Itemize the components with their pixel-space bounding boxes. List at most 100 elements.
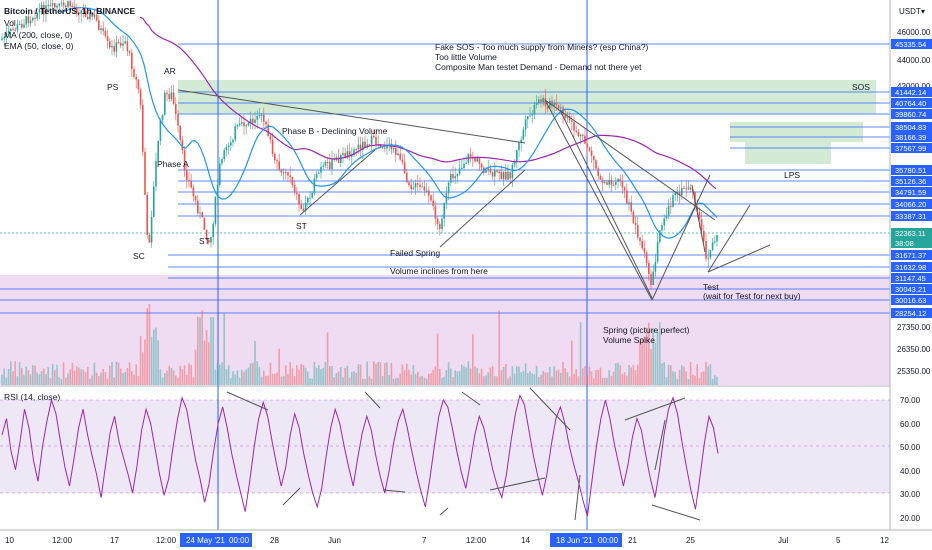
candle-body [456,173,459,177]
candle-body [117,42,120,44]
candle-body [432,200,434,206]
candle-body [419,184,421,187]
candle-body [135,76,137,80]
volume-bar [414,374,417,385]
candle-body [577,131,580,136]
candle-body [496,170,498,172]
annotation-fake-sos-3: Composite Man testet Demand - Demand not… [435,62,642,72]
candle-body [403,162,406,174]
volume-bar [571,340,573,385]
volume-bar [153,329,155,385]
volume-bar [161,377,164,385]
volume-bar [676,378,679,385]
candle-body [131,52,133,70]
candle-body [80,10,82,14]
volume-bar [65,377,67,385]
volume-bar [643,336,646,385]
candle-body [122,43,124,46]
candle-body [337,157,340,163]
volume-bar [249,363,252,385]
candle-body [45,5,47,15]
price-level-tag: 41442.14 [891,87,932,97]
volume-bar [573,374,575,385]
volume-bar [595,370,597,385]
time-label-10: 10 [5,536,14,545]
candle-body [208,239,210,243]
candle-body [282,172,285,174]
volume-bar [670,365,672,385]
volume-bar [227,365,230,385]
volume-bar [331,365,333,385]
candle-body [170,92,173,99]
volume-bar [659,322,661,385]
tick-46000: 46000.00 [897,28,931,37]
volume-bar [403,370,406,385]
volume-bar [23,374,25,385]
candle-body [34,17,36,19]
volume-bar [82,369,85,385]
volume-bar [29,374,32,385]
annotation-phase-a: Phase A [157,159,189,169]
candle-body [216,185,219,197]
candle-body [562,107,564,115]
candle-body [465,162,467,164]
volume-bar [408,369,410,385]
volume-bar [333,377,335,385]
candle-body [148,234,151,243]
volume-bar [604,377,606,385]
volume-bar [619,365,621,385]
volume-bar [417,371,419,385]
candle-body [150,217,153,243]
volume-bar [522,371,525,385]
volume-bar [586,375,588,385]
volume-bar [113,377,115,385]
volume-bar [87,366,89,385]
candle-body [124,41,126,44]
currency-label: USDT [899,7,921,16]
volume-bar [557,369,560,385]
candle-body [487,168,489,171]
volume-bar [320,369,322,385]
candle-body [100,28,102,31]
candle-body [304,202,307,211]
volume-bar [115,361,118,385]
candle-body [25,16,27,25]
volume-bar [109,365,111,385]
volume-bar [705,361,707,385]
candle-body [676,191,679,194]
candle-body [230,142,232,146]
volume-bar [524,363,527,385]
price-level-tags: 45335.54 41442.14 40764.40 39860.74 38504.83… [891,39,932,318]
volume-bar [172,370,175,385]
candle-body [307,197,309,203]
volume-bar [335,373,338,385]
annotation-volume-inclines: Volume inclines from here [390,266,488,276]
price-level-value: 40764.40 [895,99,926,108]
price-level-tag: 35126.36 [891,176,932,186]
candle-body [67,1,69,8]
volume-bar [245,369,247,385]
candle-body [155,160,157,187]
price-level-value: 32363.11 [895,229,926,238]
candle-body [619,179,621,182]
volume-bar [98,376,100,385]
annotation-fake-sos-2: Too little Volume [435,52,497,62]
candle-body [212,223,214,237]
candle-body [309,197,311,199]
volume-bar [111,361,113,385]
volume-bar [309,378,311,385]
price-level-tag: 31671.37 [891,250,932,260]
price-level-value: 34066.20 [895,200,926,209]
volume-bar [120,368,122,385]
candle-body [54,3,56,8]
volume-bar [7,368,10,385]
currency-selector[interactable]: USDT ▾ [899,7,925,16]
candle-body [126,41,129,52]
candle-body [564,114,566,118]
volume-bar [205,330,208,385]
candle-body [474,158,476,162]
candle-body [153,186,155,218]
candle-body [73,6,76,8]
candle-body [656,241,659,262]
